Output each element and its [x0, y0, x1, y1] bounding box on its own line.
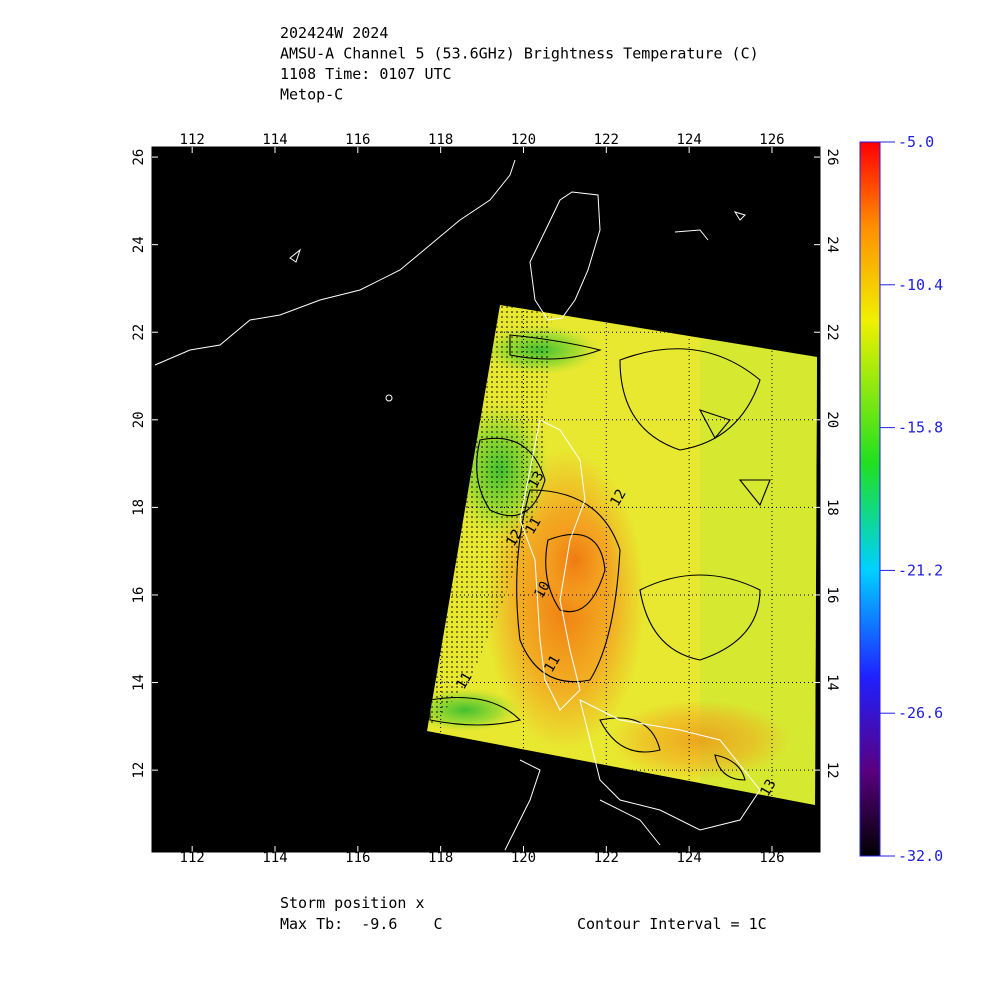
coastlines — [154, 159, 761, 851]
axes: 112 112 114 114 116 116 118 118 120 120 122 122 124 1… — [131, 132, 840, 866]
colorbar-axis: -5.0 -10.4 -15.8 -21.2 -26.6 -32.0 — [880, 133, 943, 865]
colorbar — [859, 141, 881, 857]
storm-position: Storm position x — [280, 894, 425, 912]
x-tick-label: 112 — [180, 132, 205, 148]
y-tick-label: 22 — [131, 324, 147, 341]
x-tick-label: 124 — [676, 850, 701, 866]
colorbar-tick-label: -32.0 — [898, 847, 943, 865]
contour-label: 12 — [607, 487, 629, 510]
x-tick-label: 120 — [511, 132, 536, 148]
colorbar-tick-label: -26.6 — [898, 704, 943, 722]
x-tick-label: 112 — [180, 850, 205, 866]
header-line: 1108 Time: 0107 UTC — [280, 65, 452, 83]
x-tick-label: 122 — [594, 850, 619, 866]
colorbar-tick-label: -15.8 — [898, 419, 943, 437]
y-tick-label: 16 — [131, 587, 147, 604]
y-tick-label: 24 — [131, 236, 147, 253]
contour-label: 11 — [522, 515, 544, 538]
x-tick-label: 124 — [676, 132, 701, 148]
x-tick-label: 118 — [428, 132, 453, 148]
y-tick-label: 26 — [824, 149, 840, 166]
x-tick-label: 114 — [262, 132, 287, 148]
x-tick-label: 118 — [428, 850, 453, 866]
x-tick-label: 120 — [511, 850, 536, 866]
x-tick-label: 122 — [594, 132, 619, 148]
y-tick-label: 20 — [131, 411, 147, 428]
map-frame — [151, 146, 821, 853]
max-tb: Max Tb: -9.6 C — [280, 915, 443, 933]
contour-interval: Contour Interval = 1C — [577, 915, 767, 933]
x-tick-label: 114 — [262, 850, 287, 866]
y-tick-label: 14 — [131, 674, 147, 691]
x-tick-label: 116 — [345, 850, 370, 866]
contour-label: 11 — [541, 653, 563, 676]
y-tick-label: 26 — [131, 149, 147, 166]
x-tick-label: 126 — [759, 132, 784, 148]
header-line: 202424W 2024 — [280, 24, 388, 42]
colorbar-tick-label: -10.4 — [898, 276, 943, 294]
y-tick-label: 22 — [824, 324, 840, 341]
contour-label: 13 — [757, 777, 779, 800]
header-line: Metop-C — [280, 86, 343, 104]
contour-label: 11 — [453, 670, 475, 693]
y-tick-label: 16 — [824, 587, 840, 604]
y-tick-label: 18 — [131, 499, 147, 516]
y-tick-label: 14 — [824, 674, 840, 691]
contour-label: 12 — [503, 527, 525, 550]
y-tick-label: 24 — [824, 236, 840, 253]
y-tick-label: 18 — [824, 499, 840, 516]
y-tick-label: 12 — [824, 762, 840, 779]
y-tick-label: 12 — [131, 762, 147, 779]
x-tick-label: 126 — [759, 850, 784, 866]
y-tick-label: 20 — [824, 411, 840, 428]
contour-label: 13 — [525, 469, 547, 492]
header-line: AMSU-A Channel 5 (53.6GHz) Brightness Te… — [280, 45, 759, 63]
colorbar-tick-label: -21.2 — [898, 561, 943, 579]
x-tick-label: 116 — [345, 132, 370, 148]
colorbar-tick-label: -5.0 — [898, 133, 934, 151]
header: 202424W 2024 AMSU-A Channel 5 (53.6GHz) B… — [280, 24, 759, 104]
